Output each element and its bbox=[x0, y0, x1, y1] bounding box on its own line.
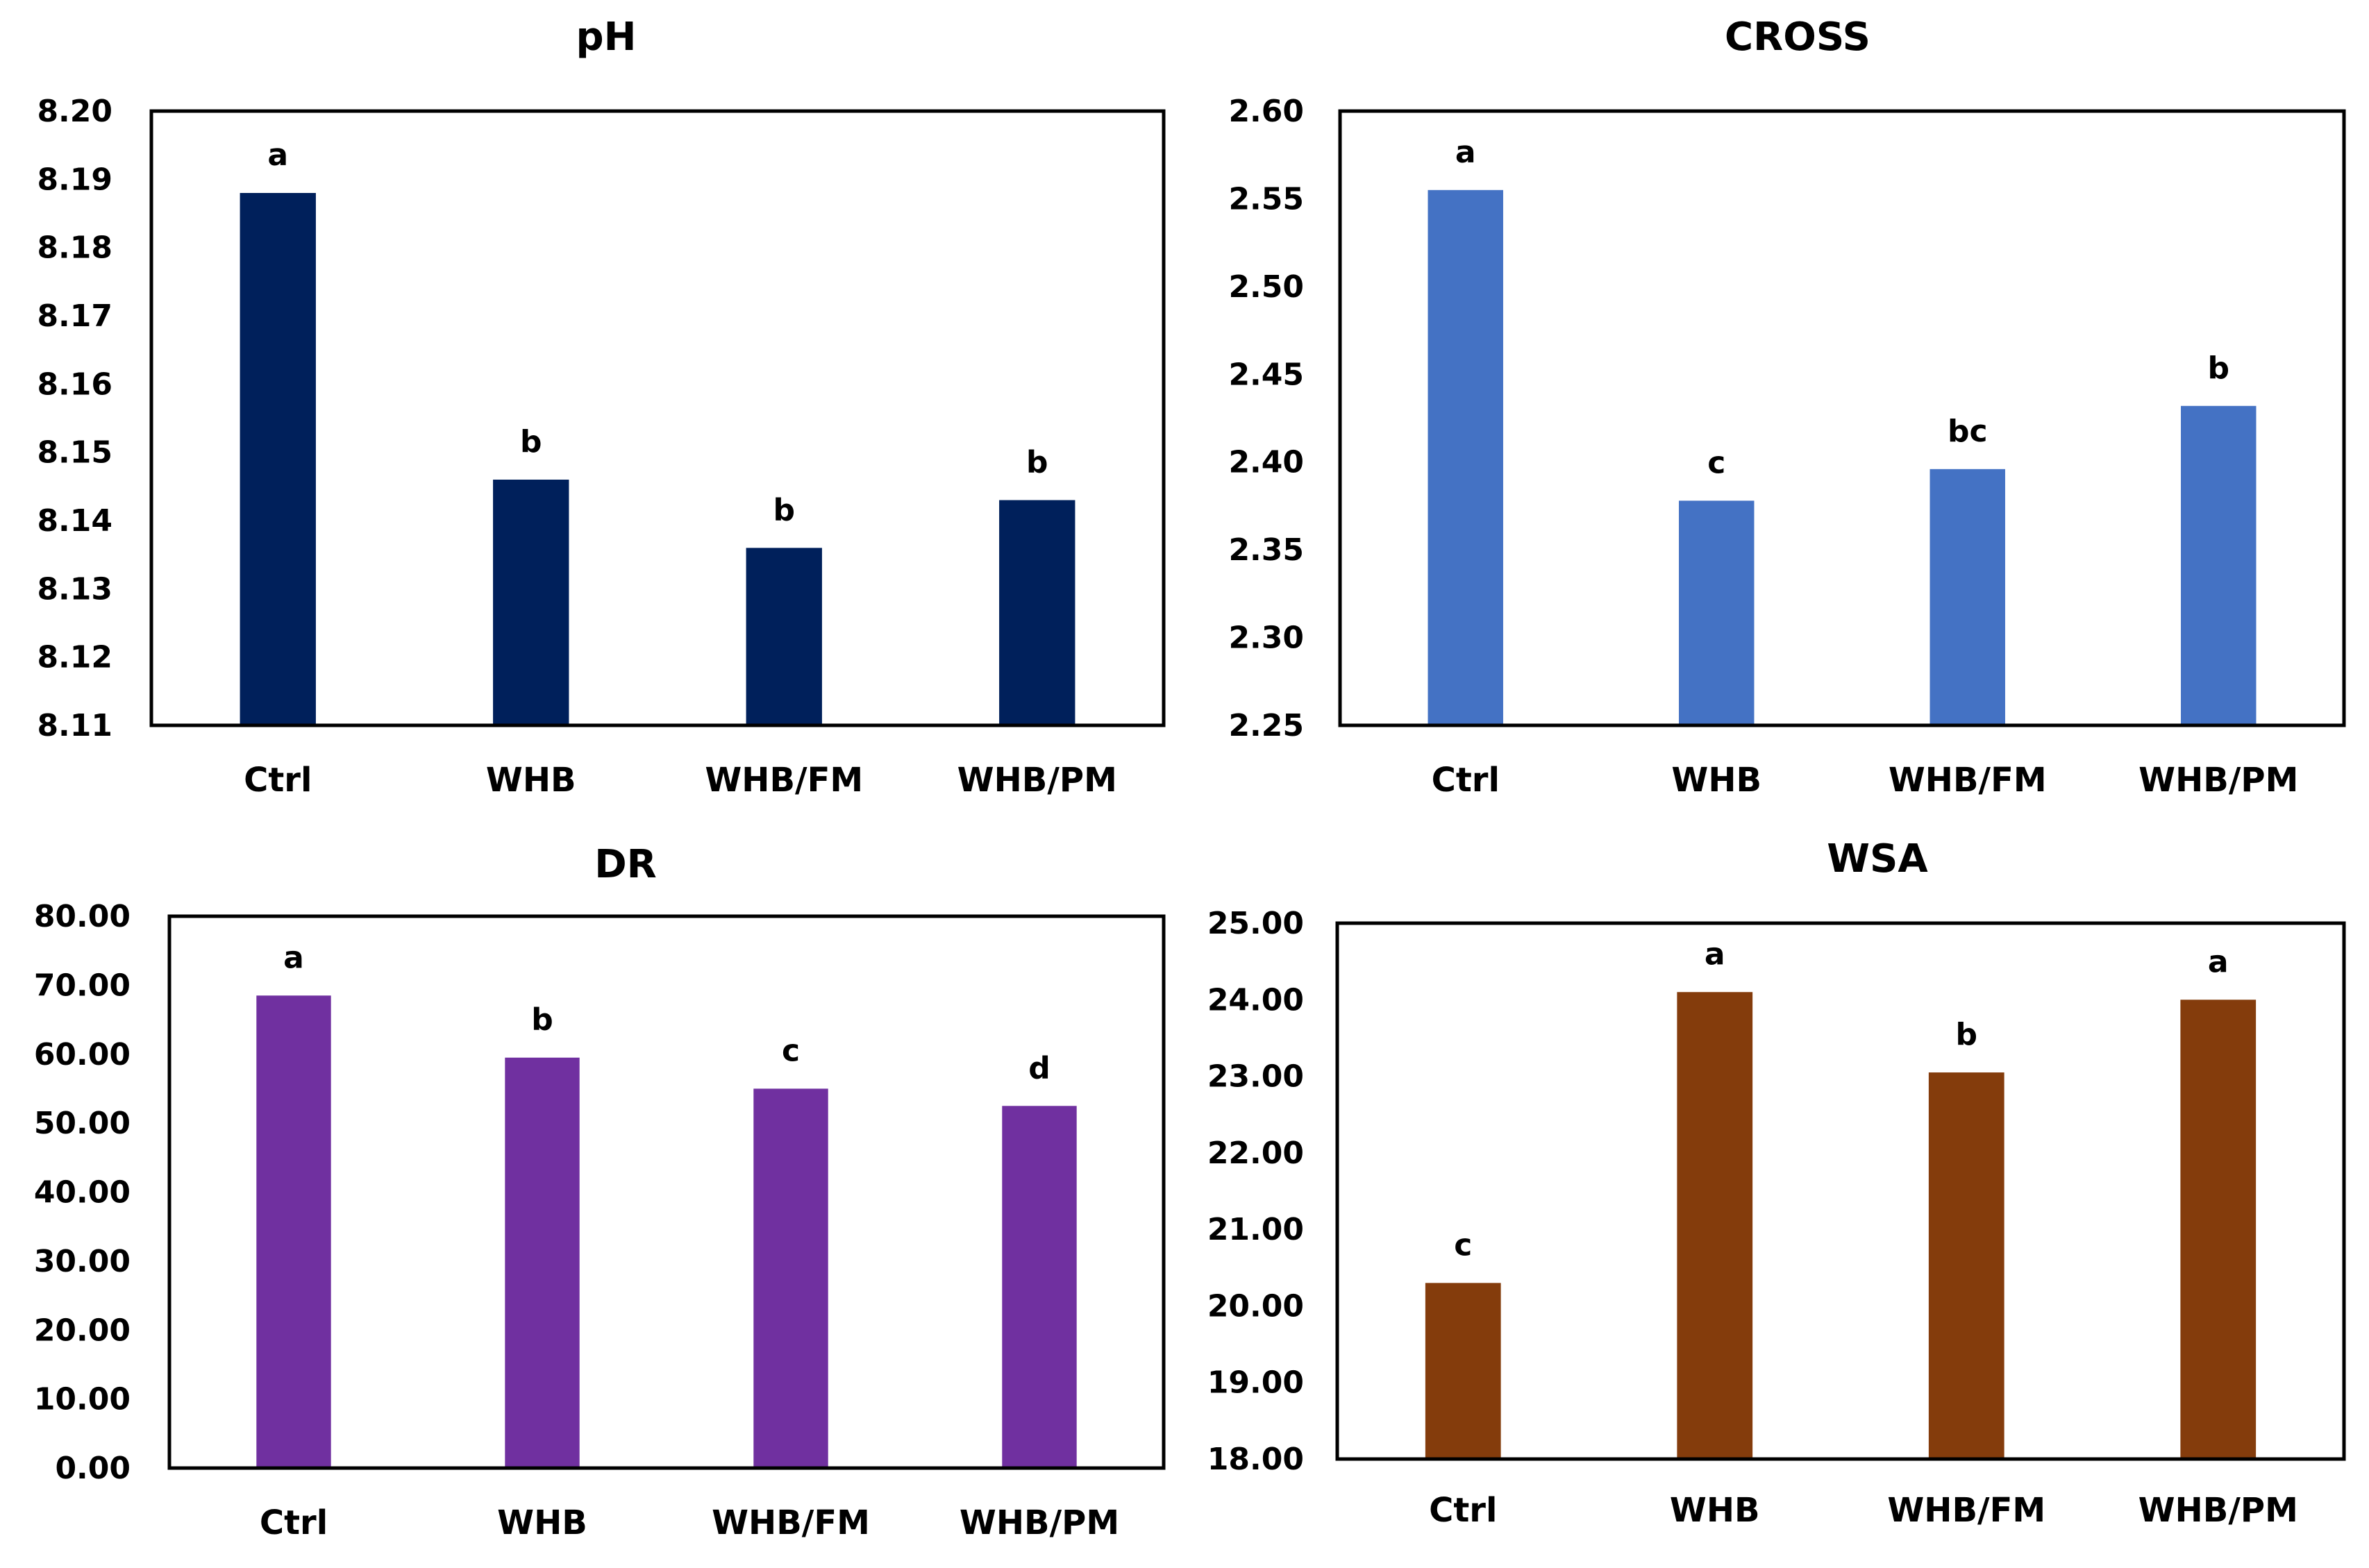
y-tick-label: 80.00 bbox=[34, 899, 131, 934]
y-tick-label: 20.00 bbox=[1207, 1288, 1304, 1324]
bar-whb-fm bbox=[746, 548, 822, 725]
y-tick-label: 8.17 bbox=[37, 298, 112, 334]
plot-frame bbox=[167, 914, 1166, 1470]
x-category-label: WHB/FM bbox=[712, 1503, 870, 1542]
y-tick-label: 50.00 bbox=[34, 1106, 131, 1141]
x-category-label: WHB/FM bbox=[705, 761, 863, 800]
y-tick-label: 8.11 bbox=[37, 708, 112, 743]
y-tick-label: 19.00 bbox=[1207, 1365, 1304, 1401]
x-category-label: WHB/FM bbox=[1889, 761, 2047, 800]
significance-letter: a bbox=[1705, 936, 1725, 972]
y-tick-label: 18.00 bbox=[1207, 1442, 1304, 1477]
significance-letter: c bbox=[782, 1033, 800, 1068]
significance-letter: c bbox=[1707, 445, 1725, 480]
significance-letter: b bbox=[1026, 445, 1048, 480]
chart-2: DR 0.00 10.00 20.00 30.00 40.00 50.00 60.00 70.0… bbox=[34, 842, 1166, 1542]
bar-whb bbox=[493, 480, 569, 725]
y-tick-label: 8.14 bbox=[37, 503, 112, 539]
y-tick-label: 10.00 bbox=[34, 1382, 131, 1417]
bar-whb bbox=[1679, 500, 1755, 725]
y-tick-label: 2.35 bbox=[1228, 532, 1304, 568]
y-tick-label: 23.00 bbox=[1207, 1059, 1304, 1095]
y-tick-label: 2.30 bbox=[1228, 621, 1304, 656]
y-tick-label: 2.40 bbox=[1228, 445, 1304, 480]
y-tick-label: 8.19 bbox=[37, 162, 112, 197]
x-category-label: WHB bbox=[1671, 761, 1761, 800]
significance-letter: b bbox=[531, 1002, 553, 1038]
significance-letter: a bbox=[283, 940, 304, 975]
x-category-label: WHB/PM bbox=[2138, 1491, 2298, 1530]
plot-frame bbox=[1335, 921, 2346, 1461]
x-category-label: Ctrl bbox=[1429, 1491, 1497, 1530]
significance-letter: a bbox=[267, 137, 288, 173]
bar-ctrl bbox=[1425, 1283, 1501, 1459]
y-tick-label: 8.13 bbox=[37, 571, 112, 607]
x-category-label: WHB/PM bbox=[957, 761, 1117, 800]
x-category-label: WHB bbox=[1670, 1491, 1760, 1530]
y-tick-label: 60.00 bbox=[34, 1037, 131, 1072]
y-tick-label: 8.15 bbox=[37, 435, 112, 471]
x-category-label: WHB/PM bbox=[2138, 761, 2298, 800]
x-category-label: Ctrl bbox=[244, 761, 312, 800]
x-category-label: WHB bbox=[486, 761, 576, 800]
y-tick-label: 0.00 bbox=[55, 1451, 131, 1486]
bar-whb bbox=[505, 1057, 580, 1468]
chart-title: pH bbox=[576, 15, 637, 60]
significance-letter: a bbox=[2208, 944, 2229, 979]
bar-ctrl bbox=[1428, 189, 1503, 725]
x-category-label: WHB bbox=[497, 1503, 587, 1542]
y-tick-label: 30.00 bbox=[34, 1244, 131, 1279]
chart-title: WSA bbox=[1827, 836, 1928, 882]
y-tick-label: 40.00 bbox=[34, 1175, 131, 1211]
x-category-label: WHB/FM bbox=[1887, 1491, 2045, 1530]
y-tick-label: 20.00 bbox=[34, 1313, 131, 1348]
plot-frame bbox=[1338, 109, 2346, 727]
y-tick-label: 2.50 bbox=[1228, 269, 1304, 305]
y-tick-label: 2.45 bbox=[1228, 357, 1304, 392]
y-tick-label: 2.60 bbox=[1228, 94, 1304, 129]
bar-whb-fm bbox=[1928, 1072, 2004, 1459]
y-tick-label: 2.25 bbox=[1228, 708, 1304, 743]
plot-frame bbox=[149, 109, 1166, 727]
bar-whb-fm bbox=[753, 1088, 828, 1468]
bar-whb-pm bbox=[1002, 1106, 1077, 1468]
bar-whb-pm bbox=[2180, 1000, 2257, 1459]
significance-letter: d bbox=[1028, 1050, 1050, 1086]
y-tick-label: 22.00 bbox=[1207, 1136, 1304, 1171]
chart-3: WSA 18.00 19.00 20.00 21.00 22.00 23.00 24.00 25… bbox=[1207, 836, 2346, 1530]
x-category-label: Ctrl bbox=[260, 1503, 328, 1542]
significance-letter: b bbox=[773, 492, 796, 528]
y-tick-label: 25.00 bbox=[1207, 906, 1304, 941]
chart-0: pH 8.11 8.12 8.13 8.14 8.15 8.16 8.17 8.18 8.19 8.… bbox=[37, 15, 1166, 800]
bar-whb-pm bbox=[999, 500, 1075, 725]
y-tick-label: 8.12 bbox=[37, 640, 112, 675]
bar-whb-fm bbox=[1929, 469, 2005, 725]
x-category-label: Ctrl bbox=[1432, 761, 1500, 800]
y-tick-label: 70.00 bbox=[34, 968, 131, 1003]
significance-letter: b bbox=[1956, 1017, 1978, 1052]
bar-whb-pm bbox=[2181, 405, 2257, 725]
chart-title: DR bbox=[594, 842, 657, 887]
y-tick-label: 8.18 bbox=[37, 230, 112, 266]
significance-letter: b bbox=[2208, 351, 2230, 386]
significance-letter: c bbox=[1454, 1227, 1472, 1263]
x-category-label: WHB/PM bbox=[960, 1503, 1119, 1542]
bar-ctrl bbox=[256, 995, 331, 1468]
significance-letter: a bbox=[1455, 135, 1476, 170]
significance-letter: bc bbox=[1948, 414, 1988, 449]
bar-ctrl bbox=[240, 193, 316, 725]
chart-title: CROSS bbox=[1725, 15, 1870, 60]
y-tick-label: 2.55 bbox=[1228, 181, 1304, 217]
y-tick-label: 8.16 bbox=[37, 366, 112, 402]
y-tick-label: 21.00 bbox=[1207, 1212, 1304, 1247]
chart-1: CROSS 2.25 2.30 2.35 2.40 2.45 2.50 2.55 2.60 a Ct… bbox=[1228, 15, 2346, 800]
y-tick-label: 24.00 bbox=[1207, 982, 1304, 1018]
bar-whb bbox=[1677, 992, 1753, 1459]
significance-letter: b bbox=[520, 424, 542, 460]
y-tick-label: 8.20 bbox=[37, 94, 112, 129]
